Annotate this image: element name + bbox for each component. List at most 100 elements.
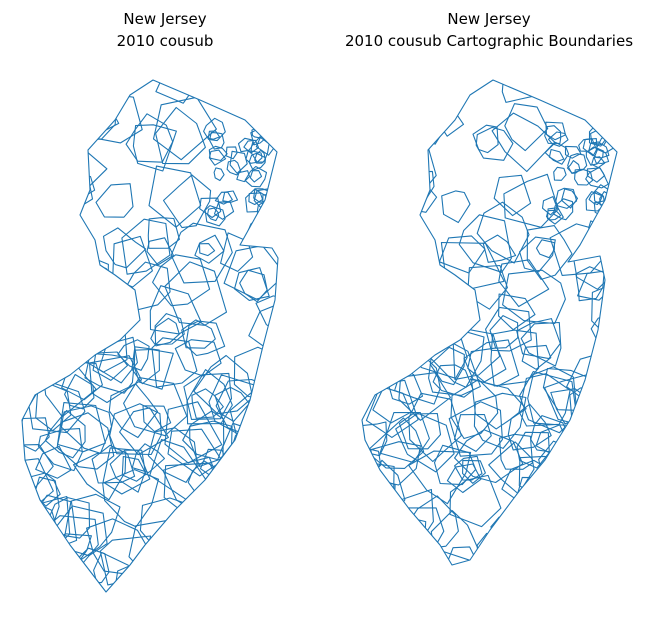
subdivision	[438, 235, 486, 274]
subdivision	[547, 505, 578, 537]
subdivision	[444, 546, 478, 565]
subdivision	[131, 346, 160, 385]
subdivision	[470, 378, 527, 430]
subdivision	[541, 547, 587, 565]
subdivision	[428, 340, 481, 396]
subdivision	[518, 373, 571, 427]
subdivision	[454, 455, 483, 481]
subdivision	[463, 567, 487, 601]
subdivision	[193, 354, 254, 415]
subdivision	[362, 546, 390, 565]
subdivision	[498, 433, 533, 470]
subdivision	[198, 527, 235, 566]
subdivision	[503, 173, 559, 228]
map-right: New Jersey 2010 cousub Cartographic Boun…	[345, 10, 633, 601]
subdivision	[22, 206, 37, 235]
subdivision	[583, 437, 611, 468]
subdivision	[208, 149, 227, 166]
subdivision	[239, 518, 268, 546]
subdivision	[582, 402, 616, 438]
subdivision	[142, 405, 172, 433]
subdivision	[569, 438, 610, 469]
subdivision	[583, 487, 617, 538]
subdivision	[571, 422, 616, 479]
subdivision	[35, 445, 72, 479]
subdivision	[213, 167, 225, 182]
subdivision	[47, 497, 91, 539]
subdivision	[239, 269, 268, 303]
subdivision	[546, 207, 564, 225]
subdivision	[362, 535, 389, 565]
subdivision	[388, 271, 440, 323]
subdivision	[193, 84, 209, 100]
subdivision	[553, 522, 592, 560]
subdivision	[64, 262, 113, 308]
subdivision	[35, 378, 72, 432]
subdivision	[22, 498, 58, 553]
subdivision	[424, 551, 488, 565]
subdivision	[488, 441, 535, 495]
subdivision	[532, 83, 547, 100]
subdivision	[516, 529, 553, 563]
subdivision	[48, 147, 108, 195]
subdivision	[22, 534, 60, 592]
subdivision	[191, 388, 224, 419]
subdivision	[415, 268, 457, 305]
subdivision	[22, 305, 55, 366]
subdivision	[225, 146, 238, 160]
subdivision	[214, 191, 233, 205]
subdivision	[149, 438, 209, 500]
subdivision	[591, 282, 617, 337]
subdivision	[391, 507, 445, 562]
subdivision	[501, 459, 556, 510]
subdivision	[22, 83, 75, 130]
subdivision	[241, 435, 274, 471]
subdivision	[174, 339, 222, 377]
subdivision	[46, 296, 105, 359]
subdivision	[249, 170, 263, 183]
subdivision	[22, 566, 58, 592]
subdivision	[561, 188, 579, 209]
subdivision	[22, 417, 50, 452]
subdivision	[476, 532, 507, 565]
subdivision	[205, 507, 254, 567]
subdivision	[564, 145, 582, 159]
subdivision	[183, 547, 233, 591]
subdivision	[121, 218, 171, 275]
subdivision	[362, 501, 411, 554]
subdivision	[242, 478, 278, 516]
subdivision	[493, 174, 532, 217]
subdivision	[151, 337, 198, 388]
subdivision	[152, 254, 211, 307]
subdivision	[430, 510, 481, 565]
subdivision	[580, 91, 599, 110]
subdivision	[28, 379, 86, 434]
subdivision	[365, 379, 419, 438]
subdivision	[588, 220, 602, 236]
subdivision	[42, 291, 79, 325]
subdivision	[363, 301, 420, 354]
subdivision	[22, 444, 54, 491]
subdivision	[520, 321, 562, 367]
subdivision	[22, 107, 58, 152]
subdivision	[547, 131, 569, 147]
subdivision	[150, 317, 180, 347]
subdivision	[49, 266, 89, 302]
subdivision	[222, 422, 278, 478]
subdivision	[382, 301, 434, 352]
subdivision	[246, 80, 271, 90]
subdivision	[72, 451, 127, 501]
subdivision	[362, 99, 397, 159]
subdivision	[98, 336, 138, 384]
subdivision	[535, 239, 555, 259]
subdivision	[125, 261, 171, 312]
subdivision	[51, 171, 94, 210]
subdivision	[574, 168, 594, 186]
subdivision	[362, 209, 380, 235]
subdivision	[132, 124, 177, 172]
subdivision	[484, 548, 529, 565]
subdivision	[226, 159, 242, 176]
subdivision	[102, 469, 160, 528]
subdivision	[375, 157, 416, 204]
